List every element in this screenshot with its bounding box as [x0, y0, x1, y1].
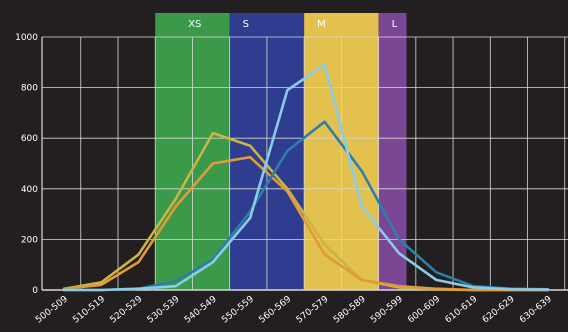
y-tick-label: 200	[21, 235, 38, 245]
series-lines	[62, 63, 550, 292]
y-tick-label: 400	[21, 185, 38, 195]
band-label-l: L	[392, 19, 398, 30]
y-tick-label: 0	[32, 286, 38, 296]
y-tick-label: 800	[21, 84, 38, 94]
series-line-4	[62, 63, 550, 292]
band-l	[378, 13, 407, 290]
band-label-m: M	[317, 19, 326, 30]
y-tick-label: 1000	[15, 33, 38, 43]
size-bands: XS S M L	[155, 13, 407, 290]
series-line-2	[62, 155, 550, 292]
band-label-s: S	[243, 19, 249, 30]
band-label-xs: XS	[188, 19, 201, 30]
y-tick-label: 600	[21, 134, 38, 144]
